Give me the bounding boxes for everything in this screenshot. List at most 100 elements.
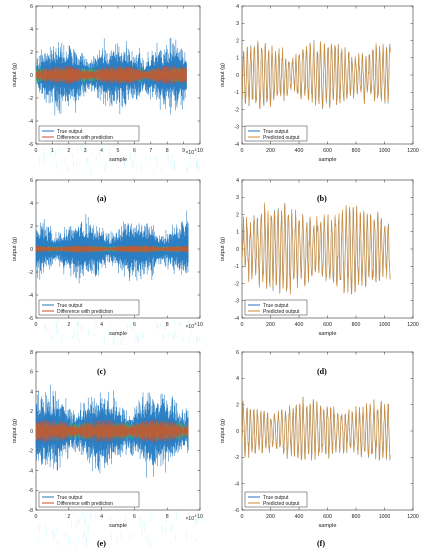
x-multiplier-e: ×10: [186, 516, 195, 522]
x-tick-label-e: 10: [197, 514, 203, 520]
y-tick-label-d: -4: [234, 316, 239, 322]
y-axis-label-b: output (g): [220, 63, 226, 87]
x-tick-label-d: 1200: [407, 322, 419, 328]
x-tick-label-b: 200: [266, 148, 275, 154]
panel-label-b: (b): [317, 194, 327, 203]
x-tick-label-f: 600: [323, 514, 332, 520]
y-axis-label-a: output (g): [12, 63, 18, 87]
x-multiplier-a: ×10: [186, 150, 195, 156]
y-tick-label-e: -6: [28, 488, 33, 494]
x-tick-label-c: 8: [166, 322, 169, 328]
x-tick-label-a: 1: [51, 148, 54, 154]
x-tick-label-e: 0: [35, 514, 38, 520]
print-artifact: [39, 145, 200, 174]
y-tick-label-d: 4: [236, 178, 239, 184]
legend-box-b: [244, 125, 308, 142]
print-artifact: [44, 319, 201, 347]
y-tick-label-d: 0: [236, 247, 239, 253]
x-tick-label-f: 800: [352, 514, 361, 520]
x-axis-label-b: sample: [318, 157, 336, 163]
legend-label-f: Predicted output: [263, 501, 300, 507]
y-tick-label-b: 3: [236, 21, 239, 27]
legend-label-e: True output: [57, 495, 83, 501]
y-tick-label-f: 4: [236, 376, 239, 382]
y-tick-label-c: 6: [30, 178, 33, 184]
y-tick-label-e: 8: [30, 350, 33, 356]
legend-label-d: Predicted output: [263, 309, 300, 315]
x-tick-label-d: 800: [352, 322, 361, 328]
chart-a: [35, 5, 201, 145]
legend-box-d: [244, 299, 308, 316]
y-tick-label-d: -2: [234, 281, 239, 287]
y-tick-label-f: -6: [234, 508, 239, 514]
panel-label-d: (d): [317, 367, 327, 376]
legend-label-e: Difference with prediction: [57, 501, 113, 507]
legend-label-a: True output: [57, 129, 83, 135]
x-tick-label-a: 5: [117, 148, 120, 154]
y-tick-label-f: 0: [236, 429, 239, 435]
legend-label-f: True output: [263, 495, 289, 501]
y-tick-label-a: 4: [30, 27, 33, 33]
y-tick-label-f: 2: [236, 402, 239, 408]
x-tick-label-f: 200: [266, 514, 275, 520]
y-tick-label-c: -4: [28, 293, 33, 299]
y-tick-label-e: -8: [28, 508, 33, 514]
x-tick-label-c: 4: [100, 322, 103, 328]
y-axis-label-f: output (g): [220, 419, 226, 443]
x-tick-label-a: 9: [182, 148, 185, 154]
x-tick-label-f: 400: [295, 514, 304, 520]
y-tick-label-f: -4: [234, 481, 239, 487]
x-tick-label-c: 2: [67, 322, 70, 328]
x-axis-label-a: sample: [109, 157, 127, 163]
series-predicted-output-d: [241, 202, 391, 295]
y-tick-label-b: -1: [234, 90, 239, 96]
x-tick-label-d: 400: [295, 322, 304, 328]
x-multiplier-c: ×10: [186, 324, 195, 330]
legend-label-a: Difference with prediction: [57, 135, 113, 141]
y-tick-label-d: 1: [236, 230, 239, 236]
y-tick-label-b: 0: [236, 73, 239, 79]
y-tick-label-c: -2: [28, 270, 33, 276]
x-axis-label-f: sample: [318, 523, 336, 529]
y-tick-label-e: 2: [30, 409, 33, 415]
print-artifact: [37, 511, 199, 549]
x-tick-label-e: 4: [100, 514, 103, 520]
x-tick-label-c: 10: [197, 322, 203, 328]
legend-label-c: Difference with prediction: [57, 309, 113, 315]
y-tick-label-e: 6: [30, 370, 33, 376]
panel-label-a: (a): [97, 194, 107, 203]
x-tick-label-f: 1000: [379, 514, 391, 520]
y-tick-label-d: 2: [236, 212, 239, 218]
legend-box-c: [38, 299, 140, 316]
legend-box-f: [244, 491, 308, 508]
series-difference-e: [35, 419, 189, 443]
x-multiplier-exp-a: 4: [195, 148, 197, 152]
x-multiplier-exp-e: 4: [195, 514, 197, 518]
series-difference-c: [35, 245, 189, 253]
x-tick-label-d: 0: [241, 322, 244, 328]
panel-label-c: (c): [97, 367, 106, 376]
x-tick-label-f: 1200: [407, 514, 419, 520]
x-tick-label-a: 7: [149, 148, 152, 154]
series-predicted-output-b: [241, 40, 391, 110]
legend-box-a: [38, 125, 140, 142]
y-tick-label-c: 2: [30, 224, 33, 230]
legend-label-b: Predicted output: [263, 135, 300, 141]
y-tick-label-e: 4: [30, 389, 33, 395]
y-tick-label-a: -6: [28, 142, 33, 148]
y-tick-label-a: 6: [30, 4, 33, 10]
x-tick-label-a: 10: [197, 148, 203, 154]
x-tick-label-e: 2: [67, 514, 70, 520]
y-tick-label-e: -2: [28, 449, 33, 455]
chart-c: [35, 179, 201, 319]
x-tick-label-c: 6: [133, 322, 136, 328]
legend-label-c: True output: [57, 303, 83, 309]
legend-label-d: True output: [263, 303, 289, 309]
y-axis-label-d: output (g): [220, 237, 226, 261]
series-predicted-output-f: [241, 396, 391, 461]
y-tick-label-b: 2: [236, 38, 239, 44]
chart-d: [241, 179, 414, 319]
y-tick-label-a: 0: [30, 73, 33, 79]
